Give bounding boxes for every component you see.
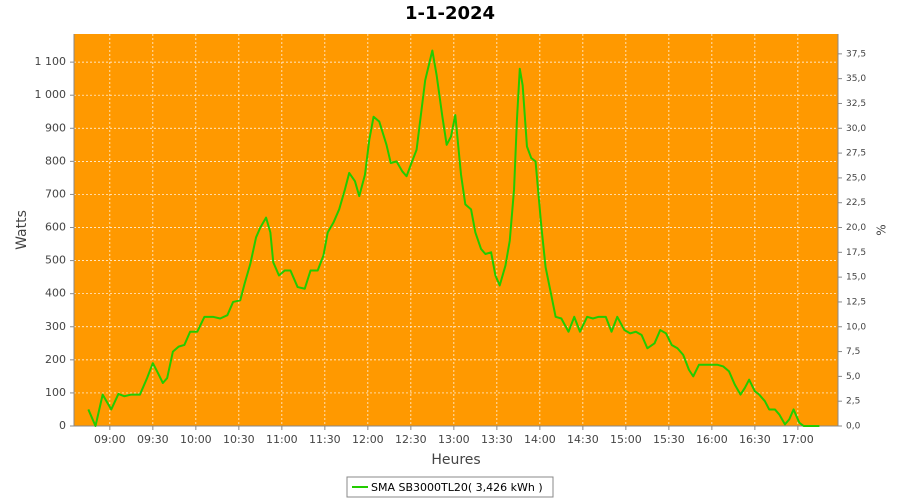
x-tick-label: 12:00 [352,433,384,446]
x-tick-label: 13:30 [481,433,513,446]
x-tick-label: 13:00 [438,433,470,446]
x-tick-label: 16:30 [739,433,771,446]
legend-box [346,476,554,498]
x-tick-label: 10:30 [223,433,255,446]
x-axis-label: Heures [431,452,480,468]
y-tick-label: 0 [59,419,66,432]
x-tick-label: 11:30 [309,433,341,446]
y2-tick-label: 17,5 [846,248,866,258]
x-tick-label: 11:00 [266,433,298,446]
x-tick-label: 17:00 [782,433,814,446]
y-tick-label: 600 [45,221,66,234]
y-tick-label: 900 [45,121,66,134]
y2-tick-label: 10,0 [846,322,866,332]
x-tick-label: 15:30 [653,433,685,446]
y-axis-label: Watts [14,210,30,250]
x-tick-label: 09:00 [94,433,126,446]
y2-tick-label: 35,0 [846,74,866,84]
x-tick-label: 14:30 [567,433,599,446]
y-tick-label: 400 [45,287,66,300]
y2-tick-label: 22,5 [846,198,866,208]
y-tick-label: 100 [45,386,66,399]
y2-tick-label: 12,5 [846,297,866,307]
chart-title: 1-1-2024 [405,3,495,24]
y2-tick-label: 30,0 [846,124,866,134]
y2-tick-label: 5,0 [846,372,861,382]
y2-axis-label: % [875,224,889,235]
y2-tick-label: 15,0 [846,273,866,283]
x-tick-label: 15:00 [610,433,642,446]
x-tick-label: 14:00 [524,433,556,446]
series-line [87,49,820,427]
x-tick-label: 12:30 [395,433,427,446]
x-tick-label: 16:00 [696,433,728,446]
y-tick-label: 700 [45,187,66,200]
y2-tick-label: 2,5 [846,397,860,407]
y2-tick-label: 25,0 [846,173,866,183]
plot-area [74,34,838,426]
x-tick-label: 09:30 [137,433,169,446]
y2-tick-label: 20,0 [846,223,866,233]
y2-tick-label: 32,5 [846,99,866,109]
y2-tick-label: 7,5 [846,347,860,357]
y-tick-label: 1 000 [35,88,67,101]
y2-tick-label: 0,0 [846,422,861,432]
y-tick-label: 300 [45,320,66,333]
y-tick-label: 500 [45,254,66,267]
y-tick-label: 800 [45,154,66,167]
x-tick-label: 10:00 [180,433,212,446]
y-tick-label: 1 100 [35,55,67,68]
legend-label: SMA SB3000TL20( 3,426 kWh ) [371,481,543,494]
y2-tick-label: 27,5 [846,149,866,159]
y-tick-label: 200 [45,353,66,366]
y2-tick-label: 37,5 [846,49,866,59]
